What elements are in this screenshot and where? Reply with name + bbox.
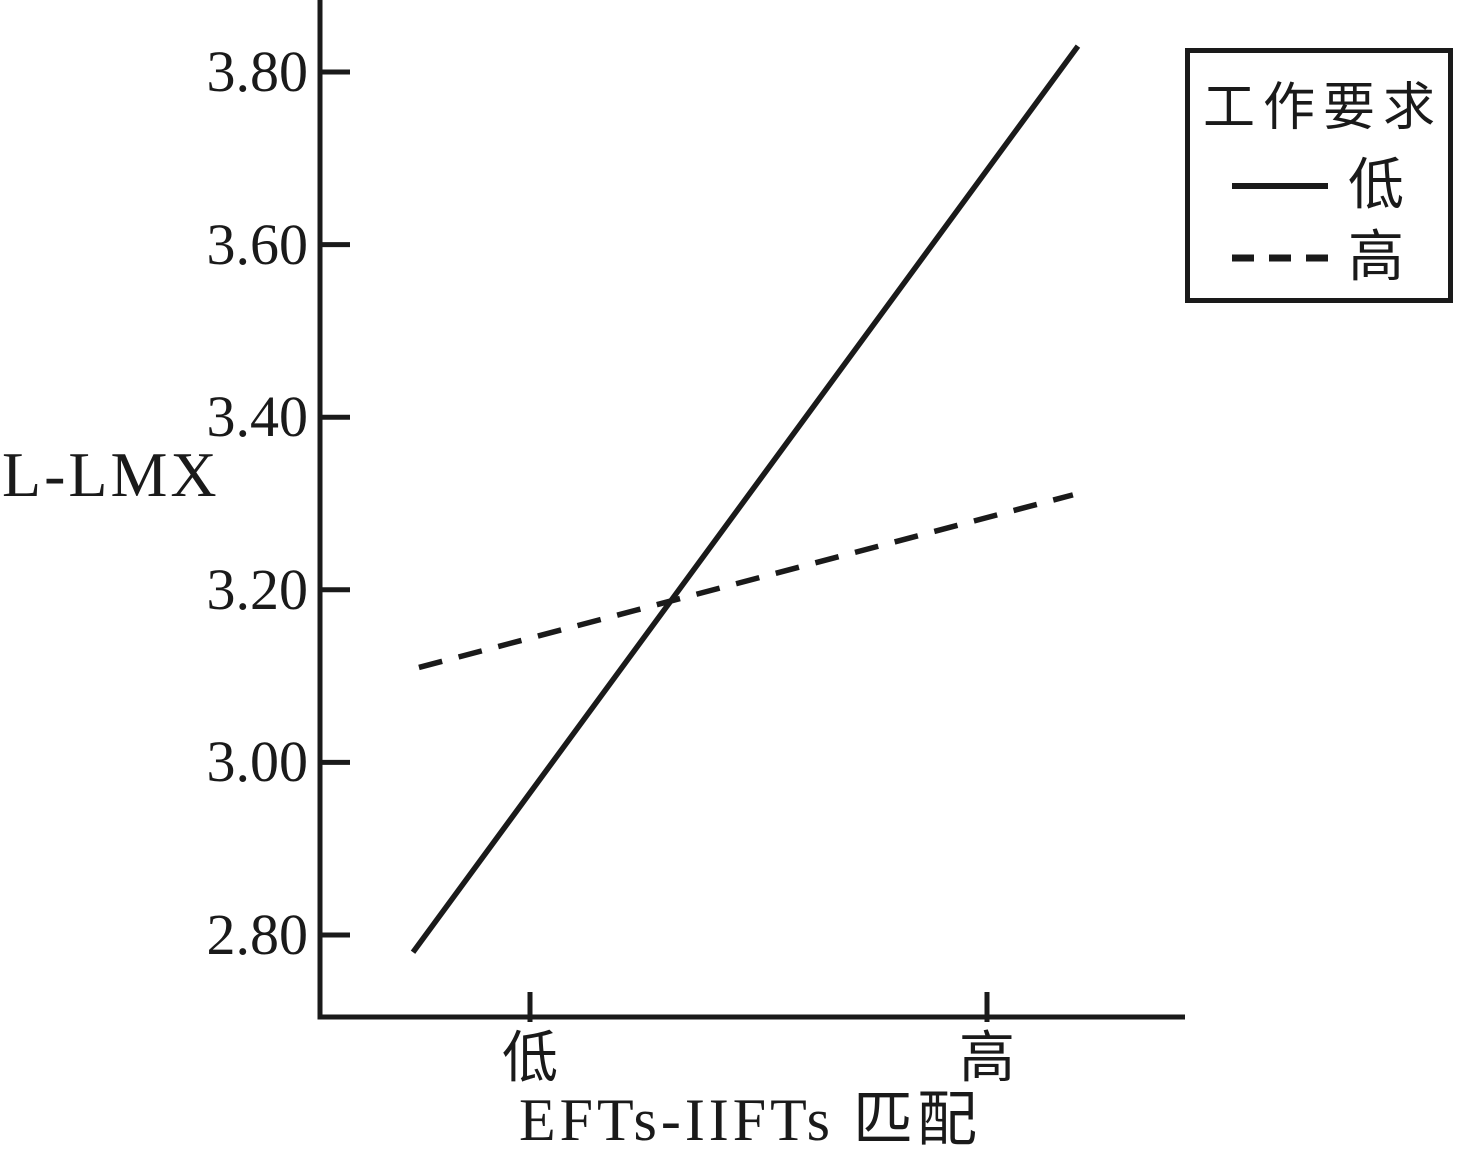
y-tick-label: 3.80 bbox=[206, 39, 309, 104]
y-tick-label: 3.40 bbox=[206, 384, 309, 450]
x-axis-title: EFTs-IIFTs 匹配 bbox=[519, 1087, 981, 1153]
x-tick-label: 高 bbox=[959, 1028, 1015, 1090]
legend-item-high: 高 bbox=[1190, 225, 1448, 291]
legend-title: 工作要求 bbox=[1202, 80, 1443, 137]
y-tick-label: 3.60 bbox=[206, 211, 309, 277]
dashed-line-sample-icon bbox=[1232, 254, 1328, 262]
y-tick-label: 3.00 bbox=[206, 729, 309, 795]
legend-box: 工作要求 低 高 bbox=[1185, 48, 1453, 303]
legend-item-label-low: 低 bbox=[1348, 155, 1404, 217]
y-axis-title: L-LMX bbox=[2, 439, 220, 510]
x-tick-label: 低 bbox=[502, 1028, 558, 1090]
legend-item-low: 低 bbox=[1190, 153, 1448, 219]
series-line-dashed bbox=[418, 492, 1074, 671]
solid-line-sample-icon bbox=[1232, 183, 1328, 189]
legend-item-label-high: 高 bbox=[1348, 227, 1404, 289]
y-tick-label: 3.20 bbox=[206, 556, 309, 622]
series-line-solid bbox=[410, 44, 1081, 954]
y-tick-label: 2.80 bbox=[206, 902, 309, 967]
